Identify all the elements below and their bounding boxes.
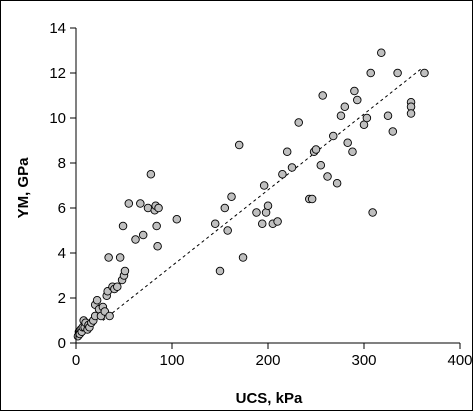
y-tick-label: 2 [58, 290, 66, 307]
data-point [153, 241, 162, 251]
plot-marks [73, 48, 429, 341]
data-point [307, 194, 317, 204]
data-point [238, 253, 248, 262]
data-point [406, 109, 416, 118]
data-point [138, 230, 148, 240]
data-point [146, 169, 156, 179]
data-point [340, 102, 350, 111]
data-point [215, 266, 225, 276]
data-point [120, 266, 130, 276]
data-point [388, 127, 398, 136]
data-point [257, 219, 267, 228]
x-tick-label: 400 [447, 352, 472, 369]
data-point [316, 160, 326, 170]
y-tick-label: 8 [58, 155, 66, 172]
data-point [92, 296, 102, 305]
y-tick-label: 4 [58, 245, 66, 262]
data-point [318, 91, 327, 100]
data-point [287, 163, 297, 172]
data-point [336, 111, 346, 120]
data-point [294, 118, 303, 127]
data-point [172, 214, 182, 224]
data-point [113, 282, 122, 292]
data-point [220, 203, 230, 213]
data-point [227, 192, 236, 201]
data-point [353, 95, 362, 105]
data-point [234, 140, 244, 150]
x-tick-label: 100 [159, 352, 184, 369]
data-point [282, 147, 292, 156]
trend-line [102, 68, 422, 321]
data-point [368, 208, 377, 217]
y-tick-label: 12 [49, 65, 66, 82]
data-point [252, 208, 261, 217]
data-point [131, 235, 140, 244]
data-point [223, 226, 232, 235]
data-point [273, 217, 282, 226]
data-point [154, 203, 163, 213]
data-point [362, 113, 372, 123]
data-point [136, 199, 145, 208]
data-point [377, 48, 386, 58]
data-point [105, 311, 114, 321]
y-tick-label: 6 [58, 200, 66, 217]
y-tick-label: 0 [58, 335, 66, 352]
data-point [152, 221, 161, 231]
data-point [104, 253, 113, 262]
axes: 0 100 200 300 400 0 2 4 6 8 10 12 14 [49, 20, 472, 369]
data-point [118, 221, 128, 231]
data-point [420, 68, 429, 78]
data-point [329, 131, 338, 141]
data-point [278, 169, 287, 179]
data-point [124, 199, 134, 208]
y-axis-title: YM, GPa [15, 157, 32, 219]
data-point [366, 68, 375, 78]
data-point [332, 178, 342, 188]
data-point [383, 111, 393, 120]
y-tick-label: 14 [49, 20, 66, 37]
data-point [348, 147, 357, 156]
x-axis-title: UCS, kPa [236, 390, 303, 407]
data-point [343, 138, 352, 147]
data-point [210, 219, 220, 228]
x-tick-label: 0 [72, 352, 80, 369]
data-point [323, 172, 332, 181]
data-point [115, 253, 125, 262]
x-tick-label: 300 [351, 352, 376, 369]
data-point [311, 145, 321, 154]
data-point [350, 86, 359, 96]
data-point [263, 201, 273, 210]
data-point [259, 181, 269, 190]
y-tick-label: 10 [49, 110, 66, 127]
x-tick-label: 200 [255, 352, 280, 369]
data-point [393, 68, 402, 78]
